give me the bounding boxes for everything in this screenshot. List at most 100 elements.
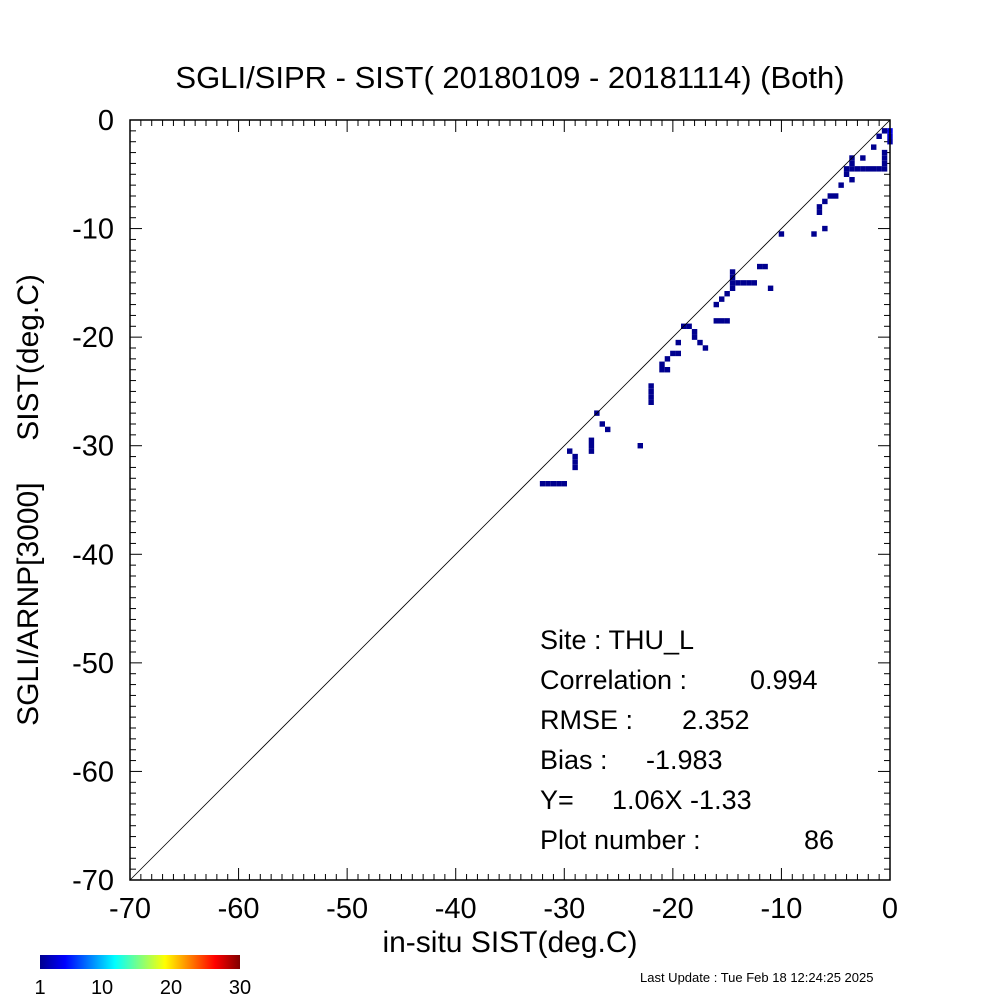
density-cell <box>746 280 752 286</box>
density-cell <box>572 459 578 465</box>
density-cell <box>702 345 709 351</box>
density-cell <box>729 280 736 286</box>
colorbar-tick-label: 20 <box>160 977 182 999</box>
y-tick-label: -60 <box>72 756 114 788</box>
statistics-panel: Site : THU_L Correlation : 0.994 RMSE : … <box>540 620 834 860</box>
density-cell <box>881 128 888 134</box>
density-cell <box>881 166 888 172</box>
colorbar-tick-label: 10 <box>91 977 113 999</box>
x-axis-label: in-situ SIST(deg.C) <box>382 926 637 959</box>
y-tick-label: -50 <box>72 648 114 680</box>
rmse-row: RMSE : 2.352 <box>540 700 750 740</box>
density-cells <box>539 128 893 487</box>
x-tick-label: -70 <box>109 893 151 925</box>
correlation-value: 0.994 <box>750 665 818 695</box>
axis-ticks: -70 -60 -50 -40 -30 -20 -10 0 0 -10 -20 -30 -40 -50 -6… <box>72 105 898 925</box>
site-row: Site : THU_L <box>540 620 701 660</box>
density-cell <box>762 263 768 270</box>
fit-value: 1.06X -1.33 <box>612 785 752 815</box>
plot-border <box>129 119 891 881</box>
density-cell <box>729 269 736 275</box>
density-cell <box>697 339 703 346</box>
density-cell <box>686 323 692 329</box>
y-tick-label: -40 <box>72 539 114 571</box>
y-tick-label: -30 <box>72 431 114 463</box>
fit-label: Y= <box>540 785 574 815</box>
density-cell <box>691 329 698 335</box>
density-cell <box>713 301 719 308</box>
chart-title: SGLI/SIPR - SIST( 20180109 - 20181114) (… <box>175 60 844 95</box>
density-cell <box>675 350 681 357</box>
plot-frame <box>129 119 891 881</box>
density-cell <box>849 166 855 172</box>
density-cell <box>881 155 888 161</box>
density-cell <box>757 263 763 270</box>
density-cell <box>729 285 736 291</box>
density-cell <box>822 225 828 232</box>
density-cell <box>876 166 882 172</box>
last-update: Last Update : Tue Feb 18 12:24:25 2025 <box>640 970 874 985</box>
density-cell <box>588 437 595 443</box>
density-cell <box>838 182 844 188</box>
density-cell <box>843 166 850 172</box>
bias-row: Bias : -1.983 <box>540 740 723 780</box>
density-cell <box>675 339 681 346</box>
density-cell <box>876 133 882 139</box>
count-label: Plot number : <box>540 825 701 855</box>
density-cell <box>822 198 828 205</box>
density-cell <box>659 367 665 373</box>
rmse-value: 2.352 <box>682 705 750 735</box>
density-cell <box>664 367 671 373</box>
density-cell <box>881 149 888 156</box>
density-cell <box>637 443 643 449</box>
bias-label: Bias : <box>540 745 608 775</box>
x-tick-label: -20 <box>652 893 694 925</box>
density-cell <box>648 383 654 389</box>
density-cell <box>843 171 850 177</box>
count-value: 86 <box>804 825 835 855</box>
density-cell <box>572 453 578 460</box>
rmse-label: RMSE : <box>540 705 634 735</box>
density-cell <box>871 144 877 150</box>
density-cell <box>865 166 871 172</box>
x-tick-label: -60 <box>218 893 260 925</box>
correlation-label: Correlation : <box>540 665 688 695</box>
fit-row: Y= 1.06X -1.33 <box>540 780 752 820</box>
density-cell <box>572 464 578 471</box>
density-cell <box>751 280 757 286</box>
density-cell <box>849 177 855 183</box>
density-cell <box>735 280 741 286</box>
density-cell <box>588 448 595 454</box>
density-cell <box>827 193 833 199</box>
site-label: Site : THU_L <box>540 625 695 655</box>
density-cell <box>556 481 562 487</box>
density-cell <box>719 318 725 324</box>
y-tick-label: -10 <box>72 214 114 246</box>
x-tick-label: -10 <box>760 893 802 925</box>
density-cell <box>767 285 774 291</box>
one-to-one-line <box>129 119 891 881</box>
density-cell <box>545 481 551 487</box>
density-cell <box>816 209 823 215</box>
density-cell <box>561 481 567 487</box>
density-cell <box>648 394 654 400</box>
density-cell <box>664 356 671 362</box>
density-cell <box>740 280 747 286</box>
y-axis-label: SGLI/ARNP[3000] SIST(deg.C) <box>12 274 45 726</box>
density-cell <box>588 443 595 449</box>
density-cell <box>599 421 605 427</box>
density-cell <box>860 166 866 172</box>
x-tick-label: 0 <box>882 893 898 925</box>
colorbar-tick-label: 30 <box>229 977 251 999</box>
density-cell <box>724 291 730 297</box>
x-tick-label: -30 <box>543 893 585 925</box>
density-cell <box>816 204 823 210</box>
x-tick-label: -40 <box>435 893 477 925</box>
colorbar-tick-label: 1 <box>34 977 45 999</box>
density-cell <box>778 231 785 237</box>
count-row: Plot number : 86 <box>540 820 834 860</box>
density-cell <box>550 481 557 487</box>
density-cell <box>713 318 719 324</box>
density-cell <box>854 166 861 172</box>
